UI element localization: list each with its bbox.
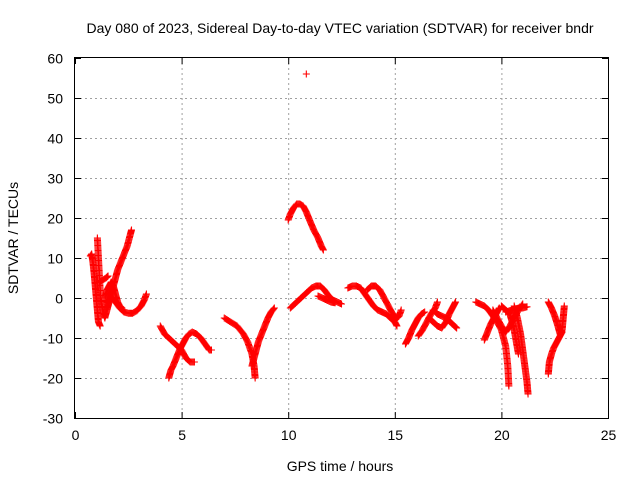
y-axis-label: SDTVAR / TECUs [5,182,21,294]
grid-lines [75,58,608,418]
y-tick-label: -10 [43,331,63,347]
data-point [251,374,259,382]
data-point [505,382,513,390]
data-point [433,298,441,306]
series-arc-10 [248,304,278,370]
series-arc-16 [401,308,429,348]
data-point [103,273,111,281]
y-tick-label: 30 [47,171,63,187]
data-point [96,322,104,330]
y-tick-label: -20 [43,371,63,387]
y-tick-label: 20 [47,211,63,227]
data-point [524,390,532,398]
series-arc-13 [314,292,339,307]
series-arc-27 [544,298,568,338]
data-point [103,273,111,281]
series-outlier [302,70,310,78]
series-arc-15 [363,282,405,322]
data-point [338,300,345,308]
series-arc-24 [510,302,532,398]
x-tick-label: 25 [601,427,617,443]
x-tick-label: 10 [281,427,297,443]
data-point [127,226,135,234]
series-arc-26 [544,328,566,378]
y-tick-label: 60 [47,51,63,67]
x-tick-label: 5 [178,427,186,443]
axis-ticks [75,58,609,419]
data-point [190,358,198,366]
data-point [397,306,405,314]
data-point [207,346,215,354]
series-arc-06 [96,272,112,286]
data-point [453,324,461,332]
x-tick-label: 15 [388,427,404,443]
x-tick-labels: 0 5 10 15 20 25 [72,427,617,443]
series-arc-14 [344,282,401,330]
data-point [421,308,429,316]
chart-title: Day 080 of 2023, Sidereal Day-to-day VTE… [86,20,593,36]
data-point [142,290,150,298]
plot-frame [74,57,609,419]
data-point [452,298,460,306]
data-point [560,302,568,310]
x-axis-label: GPS time / hours [287,458,394,474]
data-point [523,303,531,311]
data-points [86,70,568,398]
data-point [302,70,310,78]
series-arc-09 [220,314,259,382]
data-point [270,305,278,313]
y-tick-label: -30 [43,411,63,427]
data-point [319,246,327,254]
y-tick-label: 50 [47,91,63,107]
data-point [104,272,112,280]
data-point [270,304,278,312]
data-point [420,309,428,317]
series-arc-11 [284,200,327,254]
series-arc-08 [165,328,215,382]
y-tick-labels: -30 -20 -10 0 10 20 30 40 50 60 [43,51,63,427]
data-point [331,299,339,307]
series-arc-25 [502,303,531,316]
series-arc-05 [103,290,150,317]
y-tick-label: 40 [47,131,63,147]
y-tick-label: 10 [47,251,63,267]
y-tick-label: 0 [55,291,63,307]
data-point [451,323,459,331]
x-tick-label: 0 [72,427,80,443]
series-arc-19 [425,298,460,332]
x-tick-label: 20 [494,427,510,443]
data-point [452,323,460,331]
data-point [393,322,401,330]
